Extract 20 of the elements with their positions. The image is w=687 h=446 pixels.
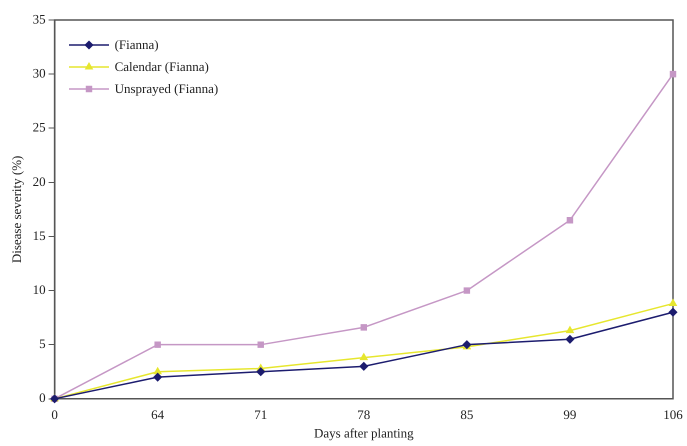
y-tick-label: 35 xyxy=(32,11,46,26)
legend-label: Unsprayed (Fianna) xyxy=(114,80,218,98)
x-axis-title: Days after planting xyxy=(314,426,414,441)
y-tick-label: 25 xyxy=(32,120,46,135)
y-tick-label: 10 xyxy=(32,282,46,297)
x-tick-label: 64 xyxy=(151,407,165,422)
x-tick-label: 0 xyxy=(51,407,58,422)
y-axis-title: Disease severity (%) xyxy=(9,156,24,264)
y-tick-label: 15 xyxy=(32,228,46,243)
x-tick-label: 106 xyxy=(663,407,684,422)
x-tick-label: 99 xyxy=(563,407,576,422)
legend-label: Calendar (Fianna) xyxy=(114,58,209,76)
y-tick-label: 0 xyxy=(39,390,46,406)
x-tick-label: 85 xyxy=(460,407,474,422)
x-tick-label: 78 xyxy=(357,407,370,422)
legend-label: (Fianna) xyxy=(114,36,159,54)
y-tick-label: 5 xyxy=(39,336,46,352)
y-tick-label: 20 xyxy=(32,174,46,189)
y-tick-label: 30 xyxy=(32,66,46,81)
x-tick-label: 71 xyxy=(254,407,268,422)
